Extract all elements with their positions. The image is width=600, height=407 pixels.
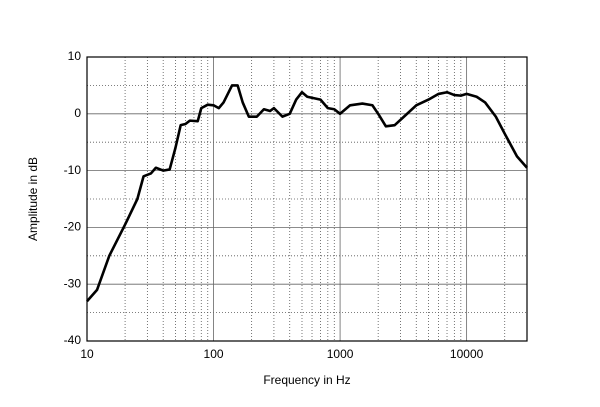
y-tick-label: -30 xyxy=(64,276,82,290)
response-line xyxy=(86,84,528,303)
x-tick-label: 10 xyxy=(80,347,94,361)
plot-frame xyxy=(86,56,528,342)
y-tick-label: 0 xyxy=(74,106,81,120)
x-axis-label: Frequency in Hz xyxy=(263,373,350,387)
y-tick-label: -40 xyxy=(64,333,82,347)
y-tick-label: -20 xyxy=(64,220,82,234)
x-tick-label: 10000 xyxy=(450,347,484,361)
x-tick-label: 100 xyxy=(204,347,224,361)
y-tick-label: -10 xyxy=(64,163,82,177)
y-axis-label: Amplitude in dB xyxy=(26,157,40,241)
y-tick-label: 10 xyxy=(68,49,82,63)
x-tick-label: 1000 xyxy=(327,347,354,361)
